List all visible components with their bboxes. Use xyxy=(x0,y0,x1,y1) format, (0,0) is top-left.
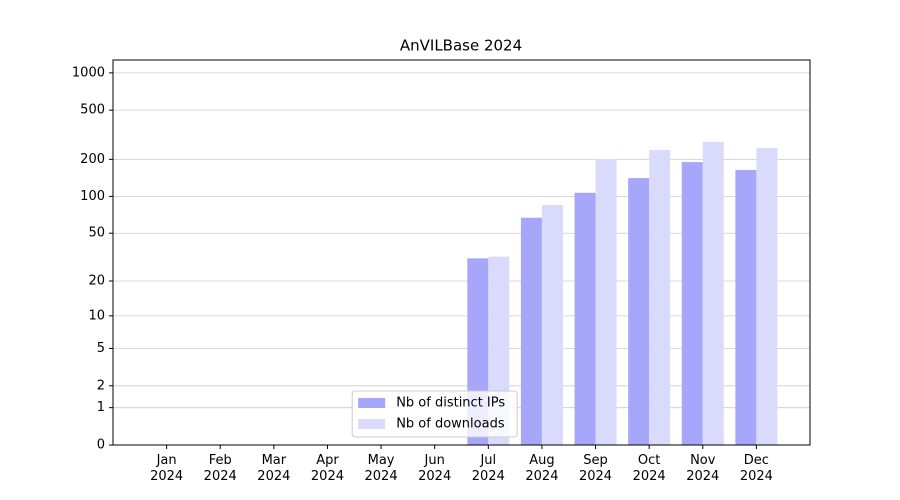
x-tick-label: Feb 2024 xyxy=(203,453,237,484)
bar xyxy=(595,159,617,445)
legend-swatch xyxy=(358,398,386,408)
y-tick-label: 100 xyxy=(80,189,105,204)
y-tick-label: 5 xyxy=(97,341,105,356)
y-tick-label: 500 xyxy=(80,103,105,118)
x-tick-label: Nov 2024 xyxy=(686,453,720,484)
bar xyxy=(541,205,563,445)
legend-box xyxy=(351,390,518,438)
y-tick-label: 10 xyxy=(88,308,105,323)
plot-frame xyxy=(112,59,811,446)
x-tick-label: Jun 2024 xyxy=(418,453,452,484)
x-tick-label: Jul 2024 xyxy=(471,453,505,484)
bar xyxy=(702,141,724,445)
legend-label: Nb of downloads xyxy=(396,417,505,432)
y-tick-label: 50 xyxy=(88,226,105,241)
bar xyxy=(735,169,757,446)
x-tick-label: Sep 2024 xyxy=(578,453,613,484)
x-tick-label: Mar 2024 xyxy=(257,453,291,484)
y-tick-label: 20 xyxy=(88,274,105,289)
x-tick-label: Oct 2024 xyxy=(632,453,666,484)
x-tick-label: Aug 2024 xyxy=(525,453,559,484)
y-tick-label: 1000 xyxy=(72,65,105,80)
bar xyxy=(681,162,703,446)
legend: Nb of distinct IPs Nb of downloads xyxy=(351,390,518,438)
bar xyxy=(574,192,596,445)
legend-label: Nb of distinct IPs xyxy=(396,396,505,411)
x-tick-label: Dec 2024 xyxy=(739,453,773,484)
bar xyxy=(756,148,778,445)
y-tick-label: 0 xyxy=(97,438,105,453)
y-tick-label: 200 xyxy=(80,152,105,167)
x-tick-label: Apr 2024 xyxy=(310,453,344,484)
chart-title: AnVILBase 2024 xyxy=(400,37,522,55)
bar xyxy=(649,150,671,445)
x-tick-label: May 2024 xyxy=(364,453,398,484)
y-tick-label: 1 xyxy=(97,400,105,415)
bar xyxy=(520,217,542,445)
legend-swatch xyxy=(358,419,386,429)
bar xyxy=(628,178,650,446)
x-tick-label: Jan 2024 xyxy=(150,453,184,484)
y-tick-label: 2 xyxy=(97,378,105,393)
